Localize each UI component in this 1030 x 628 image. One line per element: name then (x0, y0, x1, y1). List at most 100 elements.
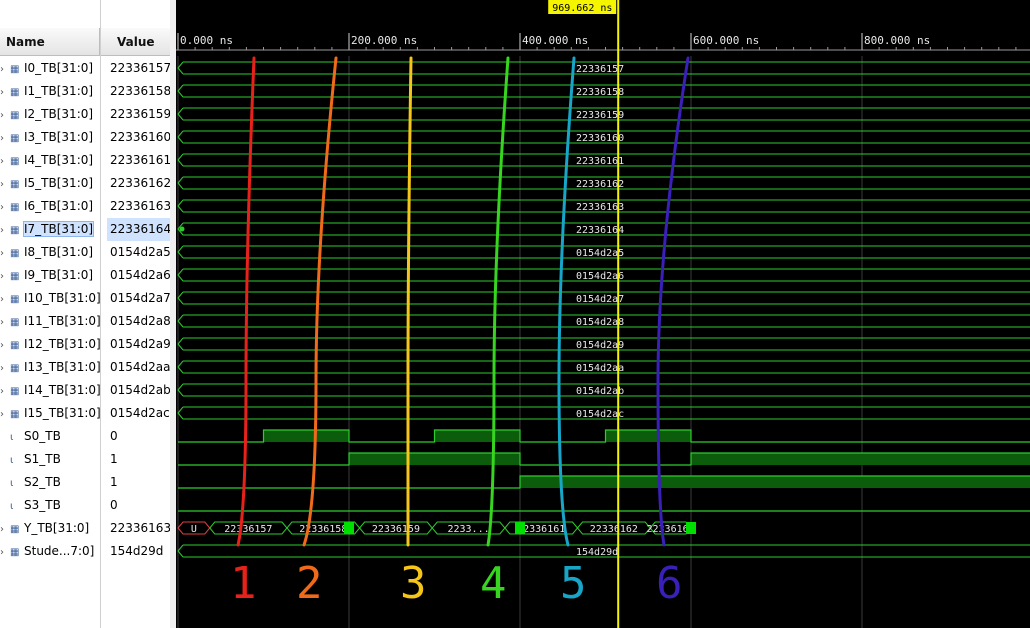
time-cursor[interactable]: 969.662 ns (548, 0, 620, 628)
bus-segment-label: 22336158 (299, 524, 347, 535)
bus-segment-label: 22336161 (517, 524, 565, 535)
tick-label: 800.000 ns (864, 34, 930, 47)
expand-chevron-icon[interactable]: › (0, 225, 4, 236)
signal-row-10[interactable]: › ▦ I10_TB[31:0] (0, 287, 101, 310)
signal-name: I10_TB[31:0] (24, 291, 101, 305)
bus-value: 0154d2a6 (576, 271, 624, 282)
cursor-time-box[interactable] (548, 0, 617, 14)
bus-value: 22336159 (576, 110, 624, 121)
signal-name: I14_TB[31:0] (24, 383, 101, 397)
signal-row-21[interactable]: › ▦ Stude...7:0] (0, 540, 100, 563)
signal-row-6[interactable]: › ▦ I6_TB[31:0] (0, 195, 100, 218)
expand-chevron-icon[interactable]: › (0, 294, 4, 305)
bus-signal-icon: ▦ (10, 87, 20, 98)
expand-chevron-icon[interactable]: › (0, 202, 4, 213)
signal-name: S3_TB (24, 498, 61, 512)
bus-edge (177, 291, 184, 305)
bus-value: 22336160 (576, 133, 624, 144)
signal-value: 0 (110, 498, 118, 512)
signal-row-14[interactable]: › ▦ I14_TB[31:0] (0, 379, 101, 402)
expand-chevron-icon[interactable]: › (0, 110, 4, 121)
signal-value: 22336163 (110, 199, 172, 213)
bus-edge (177, 360, 184, 374)
bus-segment-label: 22336163 (646, 524, 694, 535)
signal-row-0[interactable]: › ▦ I0_TB[31:0] (0, 57, 100, 80)
bus-value: 22336163 (576, 202, 624, 213)
bus-value: 0154d2ab (576, 386, 624, 397)
signal-row-12[interactable]: › ▦ I12_TB[31:0] (0, 333, 101, 356)
name-column-header[interactable]: Name (0, 28, 100, 56)
expand-chevron-icon[interactable]: › (0, 248, 4, 259)
bus-edge (177, 406, 184, 420)
signal-row-5[interactable]: › ▦ I5_TB[31:0] (0, 172, 100, 195)
bus-edge (177, 153, 184, 167)
signal-row-18[interactable]: ɩ S2_TB (0, 471, 100, 494)
signal-value: 1 (110, 475, 118, 489)
signal-row-8[interactable]: › ▦ I8_TB[31:0] (0, 241, 100, 264)
bus-edge (177, 245, 184, 259)
signal-row-9[interactable]: › ▦ I9_TB[31:0] (0, 264, 100, 287)
high-level-fill (434, 430, 520, 442)
expand-chevron-icon[interactable]: › (0, 524, 4, 535)
bus-edge (177, 268, 184, 282)
bus-value: 154d29d (576, 547, 618, 558)
signal-name: I15_TB[31:0] (24, 406, 101, 420)
value-column-header[interactable]: Value (101, 28, 171, 56)
expand-chevron-icon[interactable]: › (0, 317, 4, 328)
signal-row-7[interactable]: › ▦ I7_TB[31:0] (0, 218, 100, 241)
bus-edge (177, 84, 184, 98)
expand-chevron-icon[interactable]: › (0, 386, 4, 397)
bus-signal-icon: ▦ (10, 340, 20, 351)
bus-edge (177, 199, 184, 213)
expand-chevron-icon[interactable]: › (0, 363, 4, 374)
signal-value: 22336159 (110, 107, 172, 121)
signal-row-4[interactable]: › ▦ I4_TB[31:0] (0, 149, 100, 172)
bus-signal-icon: ▦ (10, 386, 20, 397)
signal-value: 1 (110, 452, 118, 466)
expand-chevron-icon[interactable]: › (0, 156, 4, 167)
signal-value: 22336160 (110, 130, 172, 144)
annotation-label-2: 2 (296, 558, 323, 609)
expand-chevron-icon[interactable]: › (0, 271, 4, 282)
tick-label: 400.000 ns (522, 34, 588, 47)
signal-row-15[interactable]: › ▦ I15_TB[31:0] (0, 402, 101, 425)
high-level-fill (691, 453, 1030, 465)
signal-row-11[interactable]: › ▦ I11_TB[31:0] (0, 310, 101, 333)
expand-chevron-icon[interactable]: › (0, 179, 4, 190)
signal-row-13[interactable]: › ▦ I13_TB[31:0] (0, 356, 101, 379)
expand-chevron-icon[interactable]: › (0, 64, 4, 75)
bus-value: 0154d2a8 (576, 317, 624, 328)
signal-row-1[interactable]: › ▦ I1_TB[31:0] (0, 80, 100, 103)
bus-signal-icon: ▦ (10, 179, 20, 190)
bus-signal-icon: ▦ (10, 133, 20, 144)
expand-chevron-icon[interactable]: › (0, 133, 4, 144)
signal-row-16[interactable]: ɩ S0_TB (0, 425, 100, 448)
annotation-stroke-2 (302, 56, 338, 547)
bus-edge (177, 383, 184, 397)
signal-row-20[interactable]: › ▦ Y_TB[31:0] (0, 517, 100, 540)
signal-row-2[interactable]: › ▦ I2_TB[31:0] (0, 103, 100, 126)
annotation-stroke-5 (557, 56, 576, 547)
expand-chevron-icon[interactable]: › (0, 340, 4, 351)
bus-edge (177, 176, 184, 190)
signal-row-19[interactable]: ɩ S3_TB (0, 494, 100, 517)
signal-name: S0_TB (24, 429, 61, 443)
signal-row-17[interactable]: ɩ S1_TB (0, 448, 100, 471)
signal-row-3[interactable]: › ▦ I3_TB[31:0] (0, 126, 100, 149)
bus-value: 22336164 (576, 225, 624, 236)
bit-wave (178, 475, 1030, 489)
signal-value: 0154d2aa (110, 360, 171, 374)
bus-edge (177, 61, 184, 75)
expand-chevron-icon[interactable]: › (0, 87, 4, 98)
signal-name: I4_TB[31:0] (24, 153, 94, 167)
signal-name: I6_TB[31:0] (24, 199, 94, 213)
tick-label: 200.000 ns (351, 34, 417, 47)
signal-name: I1_TB[31:0] (24, 84, 94, 98)
bit-wave (178, 452, 1030, 466)
waveform-pane[interactable]: 0.000 ns 200.000 ns 400.000 ns 600.000 ns 80… (176, 0, 1030, 628)
pane-splitter[interactable] (170, 0, 176, 628)
selected-marker (179, 226, 185, 232)
expand-chevron-icon[interactable]: › (0, 547, 4, 558)
bus-signal-icon: ▦ (10, 110, 20, 121)
expand-chevron-icon[interactable]: › (0, 409, 4, 420)
